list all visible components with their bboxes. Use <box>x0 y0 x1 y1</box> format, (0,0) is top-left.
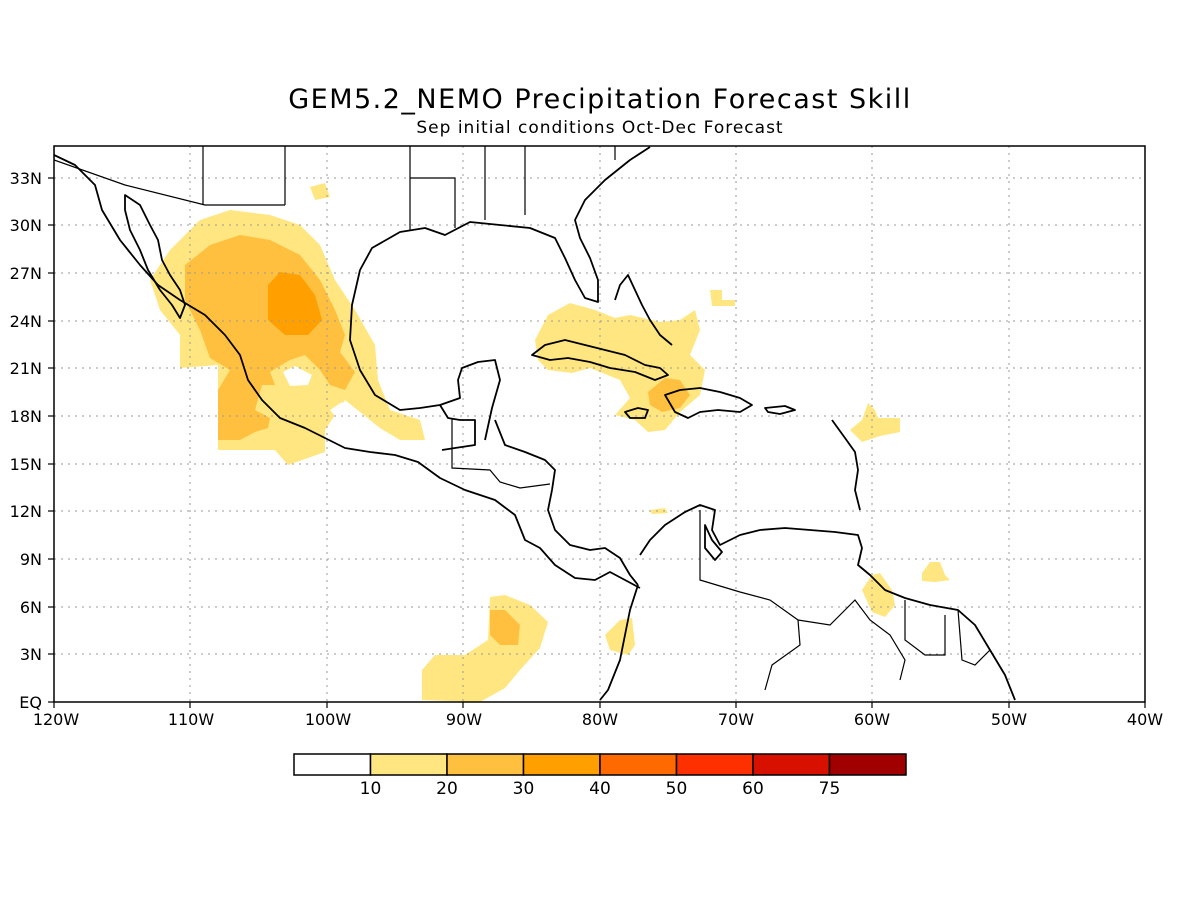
y-tick-label: 18N <box>10 407 42 426</box>
lat-lon-grid <box>54 146 1145 702</box>
x-tick-label: 40W <box>1127 710 1163 729</box>
colorbar-box <box>599 753 678 776</box>
coast-baja <box>124 194 186 319</box>
x-axis <box>53 702 1146 708</box>
skill-bahamas-spot <box>710 290 735 306</box>
y-tick-label: 21N <box>10 359 42 378</box>
colorbar-box <box>752 753 831 776</box>
colorbar-box <box>369 753 448 776</box>
colorbar: 10 20 30 40 50 60 75 <box>293 753 907 799</box>
coast-yucatan-border <box>439 404 476 451</box>
colorbar-boxes <box>293 753 907 776</box>
y-tick-label: 30N <box>10 216 42 235</box>
y-tick-label: 24N <box>10 312 42 331</box>
skill-atlantic-spot <box>922 562 950 582</box>
skill-mexico-core <box>185 235 355 440</box>
colorbar-box <box>293 753 372 776</box>
colorbar-box <box>522 753 601 776</box>
coast-maracaibo <box>704 524 723 561</box>
x-tick-label: 120W <box>33 710 80 729</box>
coast-south-america-north <box>639 504 1016 701</box>
skill-region-30-40 <box>268 272 322 335</box>
coast-lesser-antilles <box>831 419 861 511</box>
skill-colombia-coast <box>605 618 635 655</box>
skill-mexico-max <box>268 272 322 335</box>
skill-gulf-coast-spot <box>310 183 330 200</box>
coast-colombia-pacific <box>599 584 639 701</box>
colorbar-label: 75 <box>819 779 841 799</box>
skill-holes <box>283 366 350 422</box>
x-tick-label: 60W <box>854 710 890 729</box>
y-axis <box>48 177 54 703</box>
colorbar-label: 30 <box>513 779 535 799</box>
colorbar-box <box>446 753 525 776</box>
coast-mexico-gulf <box>359 146 651 303</box>
colorbar-labels: 10 20 30 40 50 60 75 <box>360 779 841 799</box>
skill-pacific-south <box>422 595 548 702</box>
x-tick-labels: 120W 110W 100W 90W 80W 70W 60W 50W 40W <box>33 710 1163 729</box>
y-tick-labels: EQ 3N 6N 9N 12N 15N 18N 21N 24N 27N 30N … <box>10 169 42 712</box>
y-tick-label: 12N <box>10 502 42 521</box>
colorbar-box <box>675 753 754 776</box>
colorbar-label: 40 <box>589 779 611 799</box>
coast-jamaica <box>624 407 649 419</box>
coast-central-america-caribbean <box>494 419 639 586</box>
y-tick-label: 6N <box>20 598 42 617</box>
map-subtitle: Sep initial conditions Oct-Dec Forecast <box>416 118 784 138</box>
colorbar-label: 60 <box>742 779 764 799</box>
coast-cuba <box>531 339 669 381</box>
x-tick-label: 50W <box>991 710 1027 729</box>
coast-hispaniola <box>664 387 753 419</box>
political-borders <box>54 146 991 691</box>
y-tick-label: EQ <box>19 693 42 712</box>
skill-region-20-30 <box>185 235 690 645</box>
colorbar-box <box>828 753 907 776</box>
skill-hispaniola <box>648 378 690 412</box>
colorbar-label: 50 <box>666 779 688 799</box>
map-title: GEM5.2_NEMO Precipitation Forecast Skill <box>288 84 912 115</box>
x-tick-label: 100W <box>305 710 352 729</box>
x-tick-label: 110W <box>168 710 215 729</box>
y-tick-label: 9N <box>20 550 42 569</box>
coast-pacific-mexico <box>54 154 641 589</box>
y-tick-label: 27N <box>10 264 42 283</box>
skill-cuba <box>535 303 705 432</box>
coast-mexico-east <box>349 269 501 441</box>
x-tick-label: 70W <box>718 710 754 729</box>
y-tick-label: 33N <box>10 169 42 188</box>
coast-puerto-rico <box>764 405 796 415</box>
y-tick-label: 15N <box>10 455 42 474</box>
x-tick-label: 90W <box>446 710 482 729</box>
coast-florida-bahamas <box>614 274 673 346</box>
colorbar-label: 10 <box>360 779 382 799</box>
x-tick-label: 80W <box>582 710 618 729</box>
skill-pacific-core <box>490 610 520 645</box>
colorbar-label: 20 <box>436 779 458 799</box>
skill-venezuela-spot <box>650 508 668 514</box>
coastlines <box>54 146 1016 701</box>
y-tick-label: 3N <box>20 645 42 664</box>
skill-guiana <box>862 573 895 617</box>
skill-lesser-antilles <box>850 403 900 442</box>
